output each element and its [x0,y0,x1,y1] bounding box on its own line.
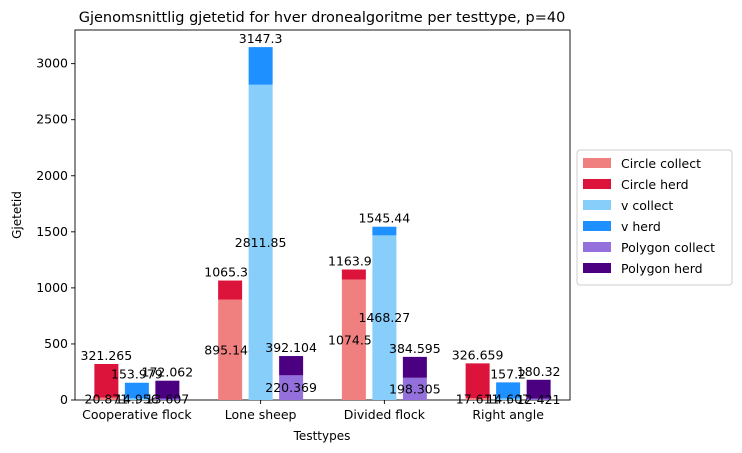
data-label-herd: 180.32 [517,364,561,379]
data-label-herd: 172.062 [142,365,194,380]
data-label-herd: 392.104 [265,340,317,355]
data-label-herd: 153.979 [111,367,163,382]
y-tick-label: 0 [60,392,68,407]
x-axis-label: Testtypes [293,429,351,443]
data-label-collect: 14.956 [115,392,159,407]
x-tick-label: Cooperative flock [82,407,192,422]
plot-frame [74,29,571,401]
bar-polygon-collect [155,398,180,400]
bar-circle-collect [341,279,366,400]
bar-circle-herd [341,269,366,280]
legend-label: Polygon collect [621,240,715,255]
y-tick-label: 1500 [36,224,68,239]
bar-circle-herd [94,363,119,398]
data-label-collect: 1468.27 [359,310,411,325]
y-axis-label: Gjetetid [10,191,24,239]
legend-label: Circle herd [621,177,689,192]
bar-polygon-herd [402,356,427,378]
bar-circle-collect [218,299,243,400]
bar-circle-collect [94,397,119,400]
data-label-collect: 13.607 [146,392,190,407]
y-tick-label: 2500 [36,112,68,127]
data-label-herd: 326.659 [452,347,504,362]
bar-v-collect [248,84,273,401]
legend-label: v herd [621,219,661,234]
data-label-collect: 20.871 [85,391,129,406]
legend-label: Circle collect [621,156,701,171]
data-label-herd: 321.265 [81,348,133,363]
legend-swatch [583,263,611,273]
data-label-herd: 3147.3 [239,31,283,46]
data-label-collect: 220.369 [265,380,317,395]
bar-v-herd [248,47,273,85]
bar-v-herd [496,382,521,399]
y-tick-label: 3000 [36,56,68,71]
y-tick-label: 1000 [36,280,68,295]
bar-polygon-collect [402,377,427,400]
bar-polygon-herd [279,356,304,376]
data-label-collect: 17.611 [456,392,500,407]
data-label-herd: 157.2 [490,366,526,381]
bar-v-herd [124,382,149,399]
bar-polygon-herd [526,379,551,399]
legend-swatch [583,179,611,189]
legend-box [576,149,733,286]
legend-swatch [583,200,611,210]
legend-label: v collect [621,198,673,213]
y-tick-label: 2000 [36,168,68,183]
bar-circle-herd [465,363,490,399]
data-label-herd: 1065.38 [204,265,256,280]
data-label-herd: 384.595 [389,341,441,356]
legend-swatch [583,221,611,231]
legend-swatch [583,242,611,252]
bar-v-collect [124,398,149,400]
data-label-collect: 12.421 [517,392,561,407]
plot-area: 0 500 1000 1500 2000 2500 3000 Cooperative floc… [36,29,571,422]
bar-polygon-collect [526,398,551,400]
bar-circle-herd [218,280,243,300]
bar-v-herd [372,226,397,236]
bar-polygon-collect [279,375,304,400]
data-label-collect: 2811.85 [235,235,287,250]
data-label-collect: 895.144 [204,342,256,357]
data-label-collect: 14.607 [486,392,530,407]
data-label-herd: 1545.44 [359,211,411,226]
x-tick-label: Lone sheep [225,407,297,422]
x-tick-label: Divided flock [344,407,426,422]
data-label-collect: 198.305 [389,381,441,396]
data-label-herd: 1163.92 [328,253,380,268]
bar-v-collect [372,235,397,400]
legend-swatch [583,158,611,168]
bar-circle-collect [465,398,490,400]
bar-polygon-herd [155,380,180,399]
x-tick-label: Right angle [472,407,544,422]
chart-title: Gjenomsnittlig gjetetid for hver droneal… [79,10,566,26]
bar-v-collect [496,398,521,400]
data-label-collect: 1074.53 [328,332,380,347]
legend: Circle collect Circle herd v collect v herd… [576,149,733,286]
legend-label: Polygon herd [621,261,703,276]
y-tick-label: 500 [44,336,68,351]
